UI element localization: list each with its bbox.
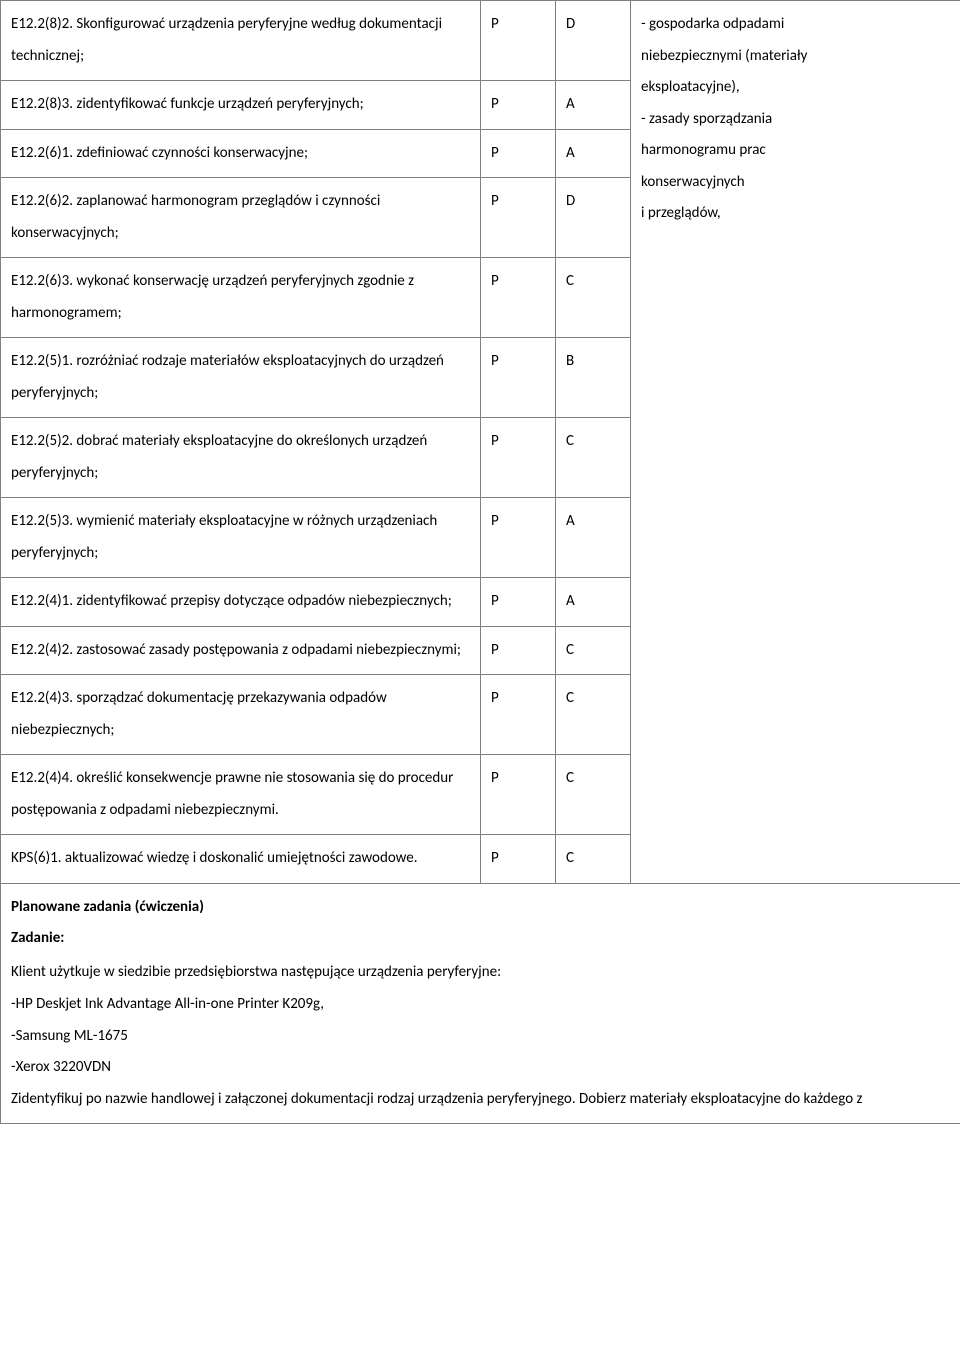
competency-description: E12.2(5)1. rozróżniać rodzaje materiałów… (1, 338, 481, 418)
competency-description: E12.2(6)1. zdefiniować czynności konserw… (1, 129, 481, 178)
column-code: A (556, 81, 631, 130)
competency-description: E12.2(4)2. zastosować zasady postępowani… (1, 626, 481, 675)
competency-description: E12.2(8)2. Skonfigurować urządzenia pery… (1, 1, 481, 81)
column-code: A (556, 498, 631, 578)
column-p: P (481, 835, 556, 884)
competency-description: E12.2(4)1. zidentyfikować przepisy dotyc… (1, 578, 481, 627)
column-p: P (481, 626, 556, 675)
note-line: niebezpiecznymi (materiały (641, 41, 950, 73)
column-code: C (556, 418, 631, 498)
column-code: C (556, 835, 631, 884)
competency-description: E12.2(4)3. sporządzać dokumentację przek… (1, 675, 481, 755)
column-code: D (556, 1, 631, 81)
note-line: - gospodarka odpadami (641, 9, 950, 41)
task-closing: Zidentyfikuj po nazwie handlowej i załąc… (11, 1084, 950, 1116)
note-line: harmonogramu prac (641, 135, 950, 167)
notes-cell: - gospodarka odpadaminiebezpiecznymi (ma… (631, 1, 960, 884)
task-item: -Xerox 3220VDN (11, 1052, 950, 1084)
column-code: D (556, 178, 631, 258)
competency-description: E12.2(5)3. wymienić materiały eksploatac… (1, 498, 481, 578)
column-p: P (481, 675, 556, 755)
competency-description: KPS(6)1. aktualizować wiedzę i doskonali… (1, 835, 481, 884)
note-line: i przeglądów, (641, 198, 950, 230)
column-p: P (481, 498, 556, 578)
column-code: B (556, 338, 631, 418)
planned-tasks-cell: Planowane zadania (ćwiczenia)Zadanie:Kli… (1, 883, 960, 1124)
task-heading: Zadanie: (11, 923, 950, 955)
planned-tasks-row: Planowane zadania (ćwiczenia)Zadanie:Kli… (1, 883, 960, 1124)
competency-description: E12.2(8)3. zidentyfikować funkcje urządz… (1, 81, 481, 130)
column-p: P (481, 178, 556, 258)
column-code: C (556, 675, 631, 755)
task-intro: Klient użytkuje w siedzibie przedsiębior… (11, 955, 950, 990)
competency-description: E12.2(4)4. określić konsekwencje prawne … (1, 755, 481, 835)
task-item: -HP Deskjet Ink Advantage All-in-one Pri… (11, 989, 950, 1021)
column-code: A (556, 578, 631, 627)
note-line: eksploatacyjne), (641, 72, 950, 104)
planned-tasks-heading: Planowane zadania (ćwiczenia) (11, 892, 950, 924)
column-p: P (481, 258, 556, 338)
column-code: C (556, 755, 631, 835)
column-p: P (481, 338, 556, 418)
note-line: konserwacyjnych (641, 167, 950, 199)
note-line: - zasady sporządzania (641, 104, 950, 136)
column-p: P (481, 578, 556, 627)
column-p: P (481, 418, 556, 498)
competency-description: E12.2(5)2. dobrać materiały eksploatacyj… (1, 418, 481, 498)
column-p: P (481, 129, 556, 178)
column-p: P (481, 755, 556, 835)
competency-description: E12.2(6)2. zaplanować harmonogram przegl… (1, 178, 481, 258)
column-code: A (556, 129, 631, 178)
task-item: -Samsung ML-1675 (11, 1021, 950, 1053)
curriculum-table: E12.2(8)2. Skonfigurować urządzenia pery… (0, 0, 960, 1124)
column-p: P (481, 1, 556, 81)
competency-description: E12.2(6)3. wykonać konserwację urządzeń … (1, 258, 481, 338)
column-p: P (481, 81, 556, 130)
column-code: C (556, 258, 631, 338)
table-row: E12.2(8)2. Skonfigurować urządzenia pery… (1, 1, 960, 81)
column-code: C (556, 626, 631, 675)
